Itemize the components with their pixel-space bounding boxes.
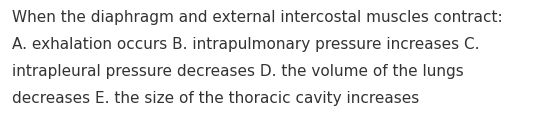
Text: A. exhalation occurs B. intrapulmonary pressure increases C.: A. exhalation occurs B. intrapulmonary p…	[12, 37, 479, 52]
Text: When the diaphragm and external intercostal muscles contract:: When the diaphragm and external intercos…	[12, 10, 503, 25]
Text: intrapleural pressure decreases D. the volume of the lungs: intrapleural pressure decreases D. the v…	[12, 64, 464, 79]
Text: decreases E. the size of the thoracic cavity increases: decreases E. the size of the thoracic ca…	[12, 91, 419, 106]
